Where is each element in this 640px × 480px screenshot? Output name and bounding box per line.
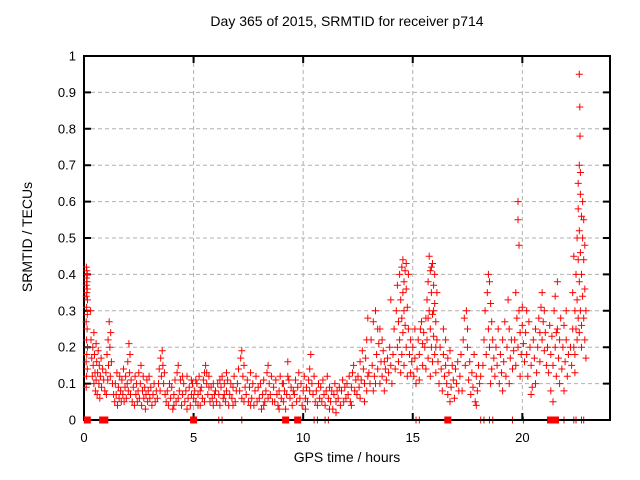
- svg-text:1: 1: [69, 49, 76, 64]
- svg-text:0.6: 0.6: [58, 194, 76, 209]
- svg-text:0.8: 0.8: [58, 121, 76, 136]
- zero-value-square-markers: [83, 416, 559, 424]
- svg-text:15: 15: [406, 430, 420, 445]
- x-axis-label: GPS time / hours: [293, 449, 401, 465]
- svg-text:0.5: 0.5: [58, 231, 76, 246]
- data-points: [82, 70, 590, 417]
- svg-text:0.7: 0.7: [58, 158, 76, 173]
- svg-text:5: 5: [190, 430, 197, 445]
- svg-text:10: 10: [296, 430, 310, 445]
- chart-title: Day 365 of 2015, SRMTID for receiver p71…: [210, 13, 484, 29]
- y-axis-label: SRMTID / TECUs: [19, 181, 35, 293]
- svg-text:20: 20: [515, 430, 529, 445]
- svg-text:0.9: 0.9: [58, 85, 76, 100]
- svg-text:0.1: 0.1: [58, 376, 76, 391]
- svg-text:0: 0: [69, 413, 76, 428]
- svg-text:0: 0: [80, 430, 87, 445]
- svg-text:0.2: 0.2: [58, 340, 76, 355]
- svg-text:0.3: 0.3: [58, 303, 76, 318]
- tick-labels: 0 5 10 15 20 0 0.1 0.2 0.3 0.4 0.5 0.6 0.7 0.8 0.9 1: [58, 49, 530, 446]
- svg-text:0.4: 0.4: [58, 267, 76, 282]
